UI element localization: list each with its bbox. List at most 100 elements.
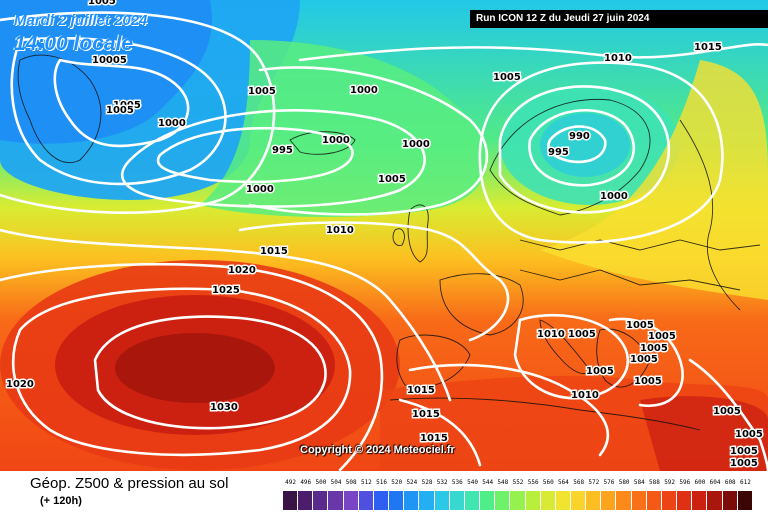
isobar-1000-central — [120, 109, 426, 208]
scale-swatch — [464, 491, 481, 510]
isobar-1005-west — [0, 11, 276, 215]
scale-label: 496 — [300, 479, 312, 486]
scale-swatch — [328, 491, 344, 510]
isobar-990-scandi — [547, 125, 607, 164]
isobar-label: 1025 — [212, 285, 240, 296]
isobar-label: 1005 — [493, 72, 521, 83]
scale-label: 532 — [436, 479, 448, 486]
scale-label: 540 — [467, 479, 478, 486]
forecast-date: Mardi 2 juillet 2024 — [14, 12, 148, 29]
isobar-label: 1005 — [648, 331, 676, 342]
isobar-995-scandi — [528, 108, 636, 187]
isobar-label: 1015 — [412, 409, 440, 420]
scale-swatch — [449, 491, 465, 510]
scale-swatch — [313, 491, 329, 510]
isobar-1000-west — [10, 37, 227, 186]
pressure-map: 1005 10005 1005 1005 1000 1005 1000 1000… — [0, 0, 768, 471]
scandinavia-coast — [489, 98, 651, 216]
coastlines — [17, 54, 761, 431]
north-africa-coast — [389, 397, 701, 431]
isobar-label: 1005 — [248, 86, 276, 97]
model-run-info: Run ICON 12 Z du Jeudi 27 juin 2024 — [470, 10, 768, 28]
scale-label: 548 — [497, 479, 509, 486]
italy-coast — [539, 319, 591, 374]
scale-swatch — [495, 491, 511, 510]
isobar-1025 — [12, 287, 352, 457]
border-line-1 — [519, 239, 761, 251]
isobar-label: 1020 — [6, 379, 34, 390]
map-canvas: 1005 10005 1005 1005 1000 1005 1000 1000… — [0, 0, 768, 471]
isobar-label: 1000 — [246, 184, 274, 195]
isobar-label: 990 — [569, 131, 590, 142]
z500-zone-548 — [0, 0, 212, 144]
scale-label: 536 — [451, 479, 463, 486]
isobar-label: 1020 — [228, 265, 256, 276]
scale-label: 520 — [391, 479, 403, 486]
isobar-1010-north — [298, 43, 768, 62]
scale-swatch — [586, 491, 602, 510]
isobar-label: 10005 — [92, 55, 127, 66]
scale-swatch — [661, 491, 678, 510]
scale-swatch — [298, 491, 314, 510]
scale-swatch — [646, 491, 662, 510]
scale-label: 492 — [285, 479, 296, 486]
scale-label: 588 — [649, 479, 660, 486]
isobar-label: 1010 — [571, 390, 599, 401]
scale-swatch — [358, 491, 374, 510]
scale-label: 524 — [406, 479, 418, 486]
scale-swatch — [707, 491, 723, 510]
scale-label: 508 — [345, 479, 357, 486]
isobar-1015 — [0, 228, 452, 402]
scale-label: 600 — [694, 479, 706, 486]
isobar-1015-africa — [398, 398, 482, 467]
scale-label: 500 — [315, 479, 327, 486]
scale-label: 612 — [739, 479, 751, 486]
z500-zone-east — [540, 60, 768, 300]
iberia-coast — [396, 334, 471, 388]
isobar-label: 1005 — [730, 446, 758, 457]
scale-label: 512 — [360, 479, 372, 486]
isobar-label: 1005 — [568, 329, 596, 340]
scale-label: 572 — [588, 479, 600, 486]
scale-swatch — [555, 491, 571, 510]
color-scale: 492 496 500 504 508 512 516 520 524 528 532 536 540 5… — [283, 479, 753, 510]
lead-time: (+ 120h) — [40, 495, 82, 507]
scale-label: 516 — [376, 479, 387, 486]
scale-swatch — [677, 491, 693, 510]
forecast-time: 14:00 locale — [14, 32, 134, 55]
scale-label: 552 — [512, 479, 524, 486]
isobar-label: 1005 — [630, 354, 658, 365]
scale-swatch — [343, 491, 359, 510]
isobar-label: 1015 — [407, 385, 435, 396]
isobar-label: 1000 — [158, 118, 186, 129]
isobar-label: 995 — [272, 145, 293, 156]
uk-coast — [407, 204, 429, 263]
isobar-label: 1005 — [106, 105, 134, 116]
scale-label: 568 — [573, 479, 585, 486]
scale-label: 604 — [709, 479, 721, 486]
copyright-text: Copyright © 2024 Meteociel.fr — [300, 444, 455, 456]
isobar-label: 1010 — [537, 329, 565, 340]
isobar-label: 1000 — [402, 139, 430, 150]
isobar-label: 995 — [548, 147, 569, 158]
scale-swatch — [525, 491, 541, 510]
isobar-1005-east — [688, 358, 768, 471]
isobar-label: 1005 — [586, 366, 614, 377]
scale-label: 608 — [724, 479, 736, 486]
isobar-1010-med — [408, 363, 610, 457]
isobar-1005-balkans — [608, 317, 684, 408]
z500-zone-scandi-core — [540, 113, 630, 177]
scale-swatch — [419, 491, 435, 510]
scale-swatch — [722, 491, 738, 510]
scale-swatch — [283, 491, 299, 510]
isobar-1020 — [0, 262, 384, 471]
border-line-2 — [519, 269, 741, 291]
scale-swatch — [570, 491, 587, 510]
z500-zone-africa-east — [640, 396, 768, 471]
scale-swatch — [373, 491, 390, 510]
scale-swatch — [737, 491, 753, 510]
scale-swatch — [540, 491, 556, 510]
footer-legend-bar: Géop. Z500 & pression au sol (+ 120h) 49… — [0, 471, 768, 512]
isobar-label: 1000 — [350, 85, 378, 96]
isobar-995-iceland — [156, 126, 354, 184]
